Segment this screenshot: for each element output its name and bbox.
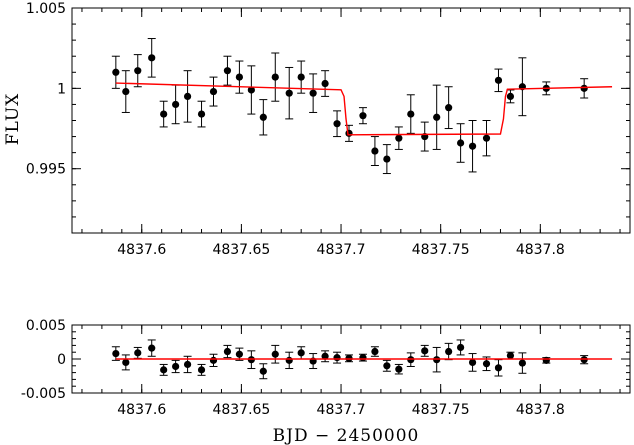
data-point xyxy=(172,362,180,371)
x-tick-label: 4837.7 xyxy=(317,402,366,418)
data-point xyxy=(259,113,267,121)
data-point xyxy=(457,139,465,147)
data-point xyxy=(468,358,477,366)
data-point xyxy=(259,367,267,375)
top-panel-flux: 4837.6 4837.65 4837.7 4837.75 4837.8 0.995 1 1.… xyxy=(26,1,631,258)
data-point xyxy=(172,100,180,109)
plot-frame xyxy=(71,7,631,234)
data-point xyxy=(506,352,515,360)
x-tick-label: 4837.75 xyxy=(412,402,470,418)
y-tick-label: 0 xyxy=(57,352,66,368)
x-tick-label: 4837.65 xyxy=(212,402,270,418)
x-tick-label: 4837.6 xyxy=(117,242,166,258)
data-point xyxy=(494,364,503,372)
y-axis-title-flux: FLUX xyxy=(3,93,23,146)
data-point xyxy=(235,350,243,358)
data-point xyxy=(235,73,243,81)
data-point xyxy=(271,350,279,358)
x-axis-title-bjd: BJD − 2450000 xyxy=(273,426,420,445)
data-point xyxy=(134,349,142,357)
data-point xyxy=(197,366,206,374)
data-point xyxy=(457,343,465,352)
data-point xyxy=(359,354,367,362)
data-point xyxy=(445,104,453,112)
x-tick-label: 4837.6 xyxy=(117,402,166,418)
data-point xyxy=(160,110,168,118)
data-point xyxy=(580,84,588,92)
x-tick-label: 4837.8 xyxy=(516,242,565,258)
data-point xyxy=(383,362,391,370)
x-tick-label: 4837.8 xyxy=(516,402,565,418)
x-tick-label: 4837.65 xyxy=(212,242,270,258)
data-point xyxy=(297,349,305,357)
data-point xyxy=(482,360,491,368)
data-point xyxy=(542,356,550,364)
data-point xyxy=(518,359,526,367)
data-point xyxy=(223,67,232,75)
data-point xyxy=(112,68,120,76)
data-point xyxy=(359,112,367,120)
data-point xyxy=(433,113,441,121)
data-point xyxy=(148,344,156,352)
data-point xyxy=(183,92,192,100)
model-fit-line xyxy=(115,82,613,136)
data-point xyxy=(407,110,415,118)
data-point xyxy=(148,54,156,62)
data-point xyxy=(297,73,305,81)
data-point xyxy=(209,356,218,364)
data-point xyxy=(333,120,341,128)
data-point xyxy=(209,87,218,96)
data-point xyxy=(112,349,120,358)
data-point xyxy=(371,147,379,155)
data-point xyxy=(197,110,206,118)
data-point xyxy=(506,92,515,100)
data-point xyxy=(395,134,403,142)
data-point xyxy=(395,365,403,373)
data-point xyxy=(134,67,142,75)
data-point xyxy=(371,347,379,356)
data-point xyxy=(482,134,491,142)
x-tick-label: 4837.75 xyxy=(412,242,470,258)
data-point xyxy=(247,86,255,94)
x-tick-label: 4837.7 xyxy=(317,242,366,258)
data-point xyxy=(321,79,329,88)
data-point xyxy=(285,356,293,364)
y-tick-label: 1.005 xyxy=(26,1,66,17)
y-tick-label: -0.005 xyxy=(21,386,66,402)
data-point xyxy=(383,155,391,163)
data-point xyxy=(333,354,341,362)
data-point xyxy=(345,129,353,137)
data-point xyxy=(271,73,279,81)
data-point xyxy=(321,352,329,360)
data-point xyxy=(494,76,503,84)
data-point xyxy=(160,366,168,374)
data-point xyxy=(468,142,477,150)
bottom-panel-residuals: 4837.6 4837.65 4837.7 4837.75 4837.8 -0.005 0 0… xyxy=(21,318,631,418)
y-tick-label: 0.005 xyxy=(26,318,66,334)
data-point xyxy=(183,360,192,369)
data-point xyxy=(122,87,130,96)
data-point xyxy=(421,347,429,355)
data-point xyxy=(445,347,453,356)
data-point xyxy=(122,358,130,366)
data-point xyxy=(223,347,232,356)
y-tick-label: 0.995 xyxy=(26,162,66,178)
data-point xyxy=(309,89,317,97)
data-point xyxy=(285,89,293,97)
y-tick-label: 1 xyxy=(57,81,66,97)
